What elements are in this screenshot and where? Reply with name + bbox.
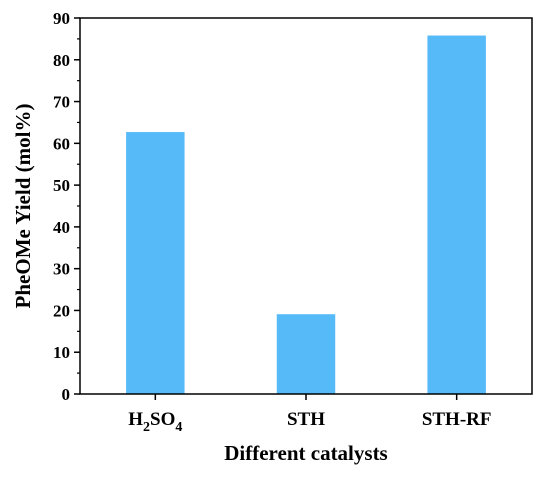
- y-tick-label: 40: [53, 218, 70, 237]
- x-tick-label: STH: [287, 409, 325, 430]
- bar: [126, 132, 185, 394]
- y-axis-ticks: 0 10 20 30 40 50 60 70 80 90: [53, 9, 80, 404]
- y-axis-title: PheOMe Yield (mol%): [11, 104, 35, 309]
- plot-frame: [79, 17, 533, 395]
- y-tick-label: 20: [53, 301, 70, 320]
- y-tick-label: 90: [53, 9, 70, 28]
- bar: [276, 314, 336, 394]
- y-tick-label: 50: [53, 176, 70, 195]
- bars-group: [126, 35, 486, 395]
- y-tick-label: 70: [53, 93, 70, 112]
- y-tick-label: 80: [53, 51, 70, 70]
- x-tick-label: STH-RF: [422, 409, 492, 430]
- x-axis-ticks: H2SO4 STH STH-RF: [128, 394, 492, 435]
- y-tick-label: 30: [53, 260, 70, 279]
- y-tick-label: 10: [53, 343, 70, 362]
- bar: [427, 35, 486, 395]
- y-tick-label: 0: [62, 385, 71, 404]
- x-tick-label: H2SO4: [128, 409, 182, 435]
- y-tick-label: 60: [53, 134, 70, 153]
- x-axis-title: Different catalysts: [224, 441, 387, 465]
